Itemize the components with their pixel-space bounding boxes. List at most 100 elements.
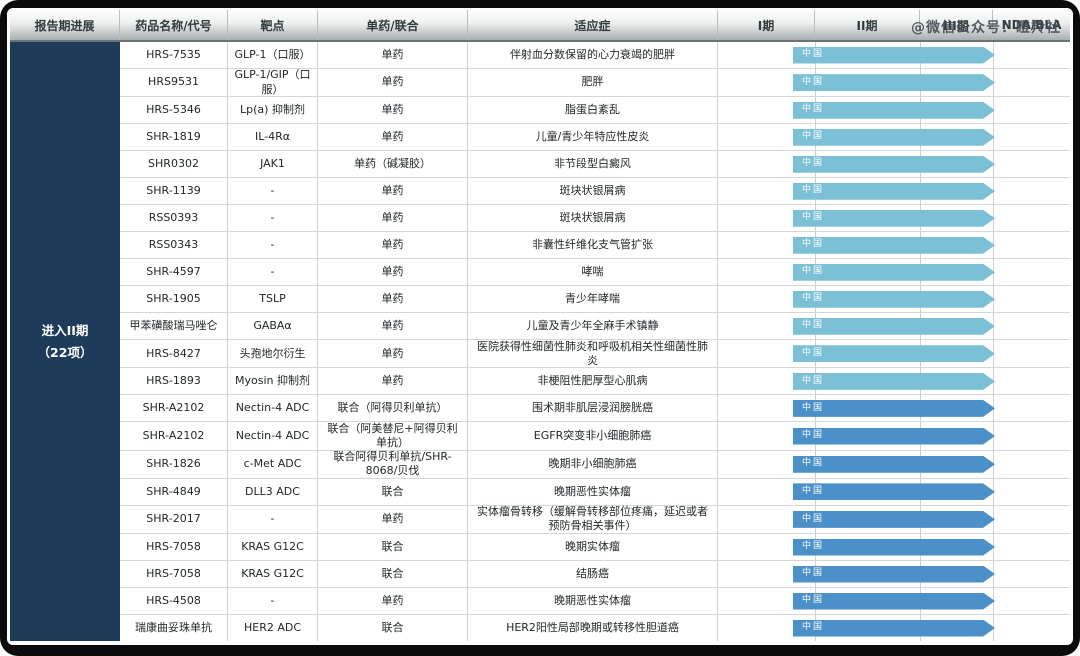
indication-cell: 医院获得性细菌性肺炎和呼吸机相关性细菌性肺炎 [468,340,718,368]
mono-combo-cell: 联合 [318,561,468,588]
phase-progress-cell: 中国 [718,505,1070,534]
column-header-8: NDA/BLA [1001,18,1062,32]
table-row: 甲苯磺酸瑞马唑仑 GABAα 单药 儿童及青少年全麻手术镇静 中国 [120,313,1070,341]
table-row: SHR-1139- 单药 斑块状银屑病 中国 [120,178,1070,206]
indication-cell: 晚期恶性实体瘤 [468,478,718,505]
phase-progress-bar: 中国 [793,593,995,610]
drug-name-cell: SHR-1905 [120,286,228,313]
table-row: SHR-2017- 单药 实体瘤骨转移（缓解骨转移部位疼痛，延迟或者预防骨相关事件）… [120,505,1070,535]
phase-progress-cell: 中国 [718,395,1070,422]
phase-bar-region-label: 中国 [802,158,825,169]
indication-cell: 实体瘤骨转移（缓解骨转移部位疼痛，延迟或者预防骨相关事件） [468,505,718,534]
column-header-4: 适应症 [468,10,718,40]
phase-progress-bar: 中国 [793,264,995,281]
target-cell: - [228,588,318,615]
phase-progress-cell: 中国 [718,313,1070,340]
column-header-5: I期 [718,10,815,40]
phase-progress-cell: 中国 [718,340,1070,368]
phase-progress-cell: 中国 [718,422,1070,450]
phase-bar-region-label: 中国 [802,622,825,633]
phase-progress-cell: 中国 [718,478,1070,505]
mono-combo-cell: 单药 [318,588,468,615]
table-row: SHR-1826 c-Met ADC 联合阿得贝利单抗/SHR-8068/贝伐 晚期非… [120,450,1070,479]
column-header-0: 报告期进展 [10,10,120,40]
table-row: HRS-7058 KRAS G12C 联合 结肠癌 中国 [120,561,1070,589]
drug-name-cell: SHR0302 [120,151,228,178]
phase-progress-bar: 中国 [793,456,995,473]
phase-bar-region-label: 中国 [802,595,825,606]
indication-cell: 晚期非小细胞肺癌 [468,450,718,478]
drug-name-cell: SHR-1819 [120,124,228,151]
indication-cell: 青少年哮喘 [468,286,718,313]
target-cell: KRAS G12C [228,561,318,588]
phase-progress-bar: 中国 [793,483,995,500]
target-cell: - [228,178,318,205]
mono-combo-cell: 联合（阿美替尼+阿得贝利单抗） [318,422,468,450]
phase-progress-bar: 中国 [793,291,995,308]
phase-progress-cell: 中国 [718,178,1070,205]
mono-combo-cell: 单药 [318,259,468,286]
mono-combo-cell: 单药 [318,313,468,340]
phase-progress-cell: 中国 [718,615,1070,642]
drug-name-cell: SHR-2017 [120,505,228,534]
phase-bar-region-label: 中国 [802,320,825,331]
mono-combo-cell: 单药 [318,178,468,205]
mono-combo-cell: 单药 [318,97,468,124]
table-row: SHR-4597- 单药 哮喘 中国 [120,259,1070,287]
indication-cell: 哮喘 [468,259,718,286]
phase-bar-region-label: 中国 [802,293,825,304]
indication-cell: 伴射血分数保留的心力衰竭的肥胖 [468,42,718,68]
phase-group-line2: （22项） [37,344,93,360]
phase-bar-region-label: 中国 [802,430,825,441]
target-cell: - [228,232,318,259]
report-panel: @微信公众号：瞪羚社 报告期进展 药品名称/代号 靶点 单药/联合 适应症 I期 II期 II… [7,8,1073,645]
drug-name-cell: SHR-1826 [120,450,228,478]
table-row: SHR-1905 TSLP 单药 青少年哮喘 中国 [120,286,1070,314]
watermark-text: @微信公众号：瞪羚社 [911,20,1061,36]
drug-name-cell: HRS-7058 [120,534,228,561]
phase-bar-region-label: 中国 [802,104,825,115]
mono-combo-cell: 联合 [318,615,468,642]
target-cell: c-Met ADC [228,450,318,478]
target-cell: GABAα [228,313,318,340]
indication-cell: 结肠癌 [468,561,718,588]
phase-progress-cell: 中国 [718,286,1070,313]
phase-progress-bar: 中国 [793,156,995,173]
table-row: HRS-4508- 单药 晚期恶性实体瘤 中国 [120,588,1070,616]
drug-name-cell: 瑞康曲妥珠单抗 [120,615,228,642]
drug-name-cell: SHR-4597 [120,259,228,286]
target-cell: - [228,505,318,534]
phase-bar-region-label: 中国 [802,239,825,250]
drug-name-cell: 甲苯磺酸瑞马唑仑 [120,313,228,340]
indication-cell: 晚期恶性实体瘤 [468,588,718,615]
mono-combo-cell: 单药 [318,232,468,259]
target-cell: HER2 ADC [228,615,318,642]
phase-bar-region-label: 中国 [802,49,825,60]
drug-name-cell: HRS-8427 [120,340,228,368]
target-cell: GLP-1（口服） [228,42,318,68]
target-cell: Lp(a) 抑制剂 [228,97,318,124]
phase-progress-cell: 中国 [718,97,1070,124]
phase-progress-cell: 中国 [718,124,1070,151]
phase-progress-bar: 中国 [793,102,995,119]
phase-progress-cell: 中国 [718,205,1070,232]
target-cell: JAK1 [228,151,318,178]
phase-progress-bar: 中国 [793,511,995,528]
table-rows: HRS-7535 GLP-1（口服） 单药 伴射血分数保留的心力衰竭的肥胖 中国 HRS9… [120,42,1070,642]
indication-cell: 非梗阻性肥厚型心肌病 [468,368,718,395]
indication-cell: EGFR突变非小细胞肺癌 [468,422,718,450]
target-cell: Nectin-4 ADC [228,422,318,450]
phase-bar-region-label: 中国 [802,485,825,496]
target-cell: Nectin-4 ADC [228,395,318,422]
drug-name-cell: SHR-A2102 [120,395,228,422]
drug-name-cell: HRS-7058 [120,561,228,588]
mono-combo-cell: 单药 [318,42,468,68]
phase-bar-region-label: 中国 [802,513,825,524]
phase-progress-cell: 中国 [718,450,1070,478]
column-header-1: 药品名称/代号 [120,10,228,40]
phase-progress-bar: 中国 [793,620,995,637]
table-row: HRS-5346 Lp(a) 抑制剂 单药 脂蛋白紊乱 中国 [120,97,1070,125]
phase-progress-bar: 中国 [793,318,995,335]
phase-bar-region-label: 中国 [802,541,825,552]
table-row: RSS0393- 单药 斑块状银屑病 中国 [120,205,1070,233]
